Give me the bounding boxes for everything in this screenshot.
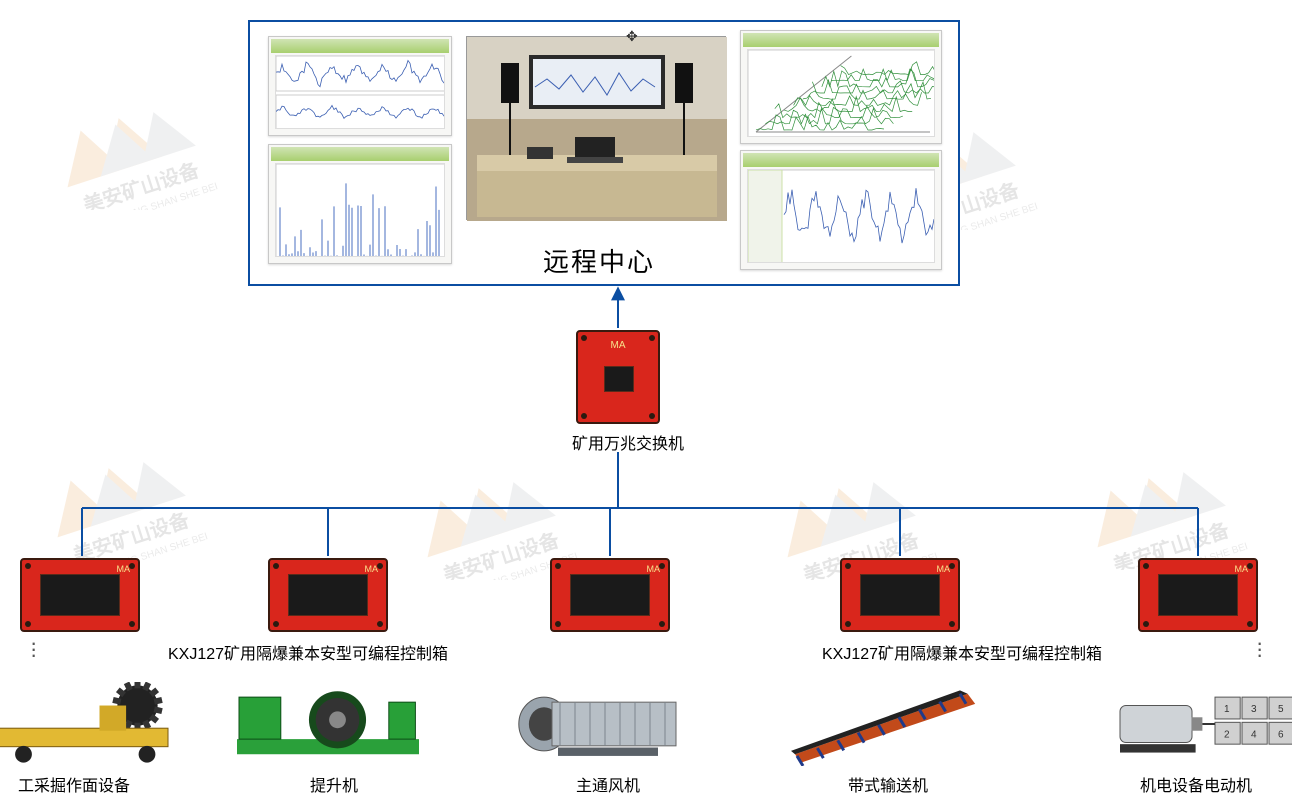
svg-text:3: 3 (1251, 704, 1257, 715)
equipment-label-mining: 工采掘作面设备 (18, 772, 130, 796)
plc-controller-device: MA (840, 558, 960, 632)
svg-text:2: 2 (1224, 729, 1230, 740)
equipment-fan (508, 682, 708, 766)
crosshair-icon: ✥ (626, 28, 638, 45)
svg-text:美安矿山设备: 美安矿山设备 (440, 527, 562, 580)
switch-label: 矿用万兆交换机 (558, 430, 698, 454)
equipment-motor: 1 3 5 2 4 6 (1116, 682, 1292, 766)
analysis-screenshot (740, 150, 942, 270)
control-room-photo (466, 36, 726, 220)
analysis-screenshot (740, 30, 942, 144)
ellipsis-right: ··· (1256, 640, 1263, 658)
plc-controller-device: MA (268, 558, 388, 632)
svg-text:美安矿山设备: 美安矿山设备 (80, 157, 202, 210)
equipment-hoist (233, 682, 423, 766)
watermark-logo: 美安矿山设备 MEI AN KUANG SHAN SHE BEI (30, 440, 250, 560)
equipment-label-motor: 机电设备电动机 (1140, 772, 1252, 796)
svg-text:5: 5 (1278, 704, 1284, 715)
watermark-logo: 美安矿山设备 MEI AN KUANG SHAN SHE BEI (1070, 450, 1290, 570)
gigabit-switch-device: MA (576, 330, 660, 424)
equipment-label-conveyor: 带式输送机 (848, 772, 928, 796)
controller-caption-right: KXJ127矿用隔爆兼本安型可编程控制箱 (822, 640, 1162, 664)
remote-center-title: 远程中心 (543, 242, 655, 279)
svg-text:1: 1 (1224, 704, 1230, 715)
svg-text:6: 6 (1278, 729, 1284, 740)
svg-text:MEI AN KUANG SHAN SHE BEI: MEI AN KUANG SHAN SHE BEI (68, 531, 209, 560)
plc-controller-device: MA (20, 558, 140, 632)
ellipsis-left: ··· (30, 640, 37, 658)
analysis-screenshot (268, 144, 452, 264)
watermark-logo: 美安矿山设备 MEI AN KUANG SHAN SHE BEI (40, 90, 260, 210)
analysis-screenshot (268, 36, 452, 136)
plc-controller-device: MA (1138, 558, 1258, 632)
equipment-conveyor (789, 682, 979, 766)
equipment-mining (0, 682, 185, 766)
equipment-label-hoist: 提升机 (310, 772, 358, 796)
svg-text:MEI AN KUANG SHAN SHE BEI: MEI AN KUANG SHAN SHE BEI (78, 181, 219, 210)
plc-controller-device: MA (550, 558, 670, 632)
svg-text:美安矿山设备: 美安矿山设备 (70, 507, 192, 560)
controller-caption-left: KXJ127矿用隔爆兼本安型可编程控制箱 (168, 640, 508, 664)
svg-text:4: 4 (1251, 729, 1257, 740)
equipment-label-fan: 主通风机 (576, 772, 640, 796)
